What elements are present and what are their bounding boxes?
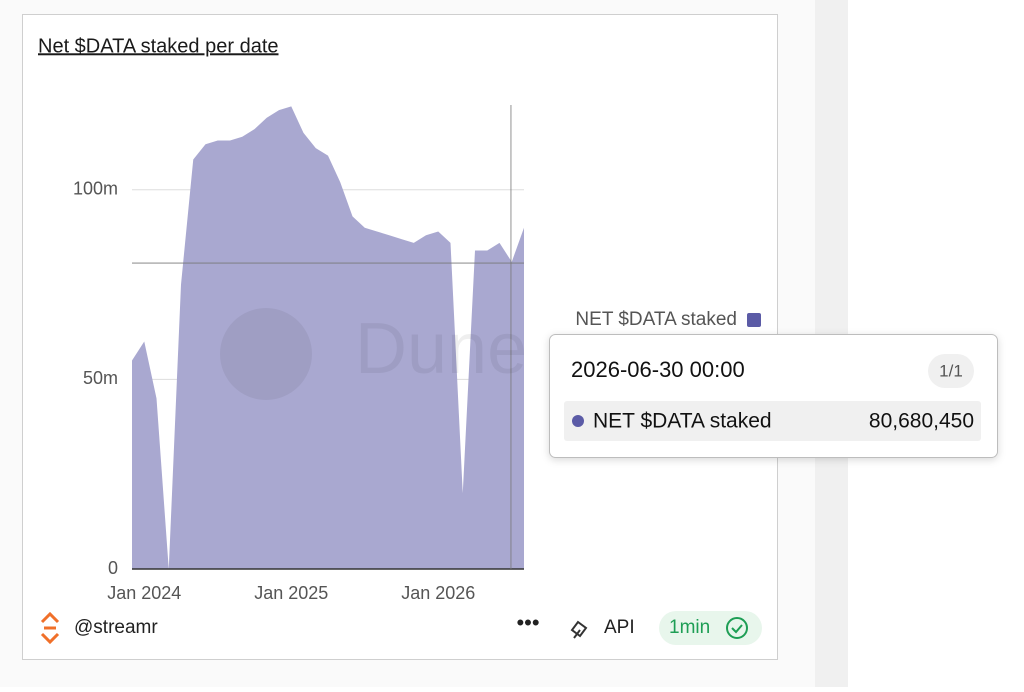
tooltip-page: 1/1 — [939, 361, 963, 380]
legend-swatch — [747, 313, 761, 327]
area — [132, 106, 524, 569]
y-tick-label: 0 — [108, 558, 118, 578]
refresh-check — [726, 617, 748, 639]
x-tick-label: Jan 2025 — [254, 583, 328, 603]
api-button[interactable]: API — [604, 617, 635, 638]
chart-title[interactable]: Net $DATA staked per date — [38, 35, 279, 57]
refresh: 1min — [669, 617, 710, 638]
x-tick-label: Jan 2024 — [107, 583, 181, 603]
x-tick-label: Jan 2026 — [401, 583, 475, 603]
watermark-logo — [220, 308, 312, 400]
tooltip-date: 2026-06-30 00:00 — [571, 357, 745, 382]
more-menu[interactable]: ••• — [516, 610, 539, 635]
legend-label[interactable]: NET $DATA staked — [575, 309, 737, 330]
api-icon — [570, 620, 588, 639]
tooltip-dot — [572, 415, 584, 427]
refresh-pill[interactable] — [659, 611, 762, 645]
author[interactable]: @streamr — [74, 617, 158, 638]
plot: 0 50m 100m Jan 2024 Jan 2025 Jan 2026 — [73, 105, 524, 603]
tooltip-series: NET $DATA staked — [593, 410, 772, 433]
watermark: Dune — [355, 309, 527, 389]
y-tick-label: 50m — [83, 368, 118, 388]
refresh-check-mark — [731, 624, 743, 634]
tooltip-value: 80,680,450 — [869, 410, 974, 433]
tooltip-page-pill — [928, 354, 974, 388]
author-logo — [40, 611, 60, 645]
y-tick-label: 100m — [73, 179, 118, 199]
tooltip-row — [564, 401, 981, 441]
